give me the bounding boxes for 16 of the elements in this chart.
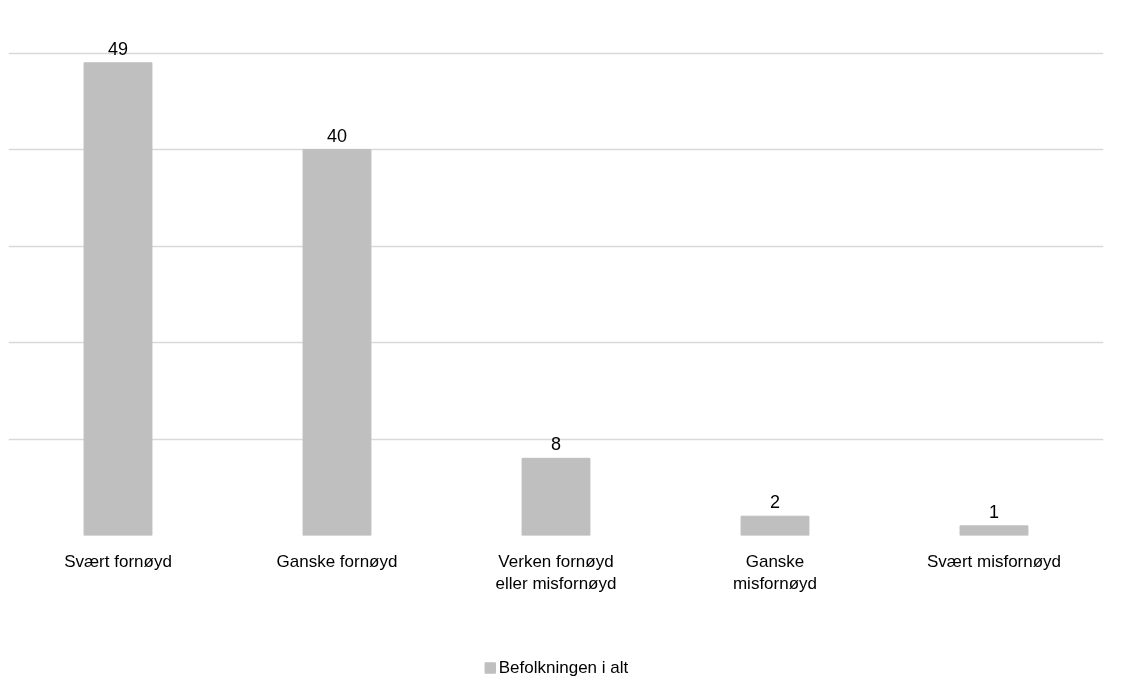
bar: [959, 525, 1029, 536]
data-label: 8: [550, 434, 562, 455]
bar: [83, 62, 153, 536]
bar: [740, 515, 810, 536]
data-label: 40: [326, 125, 348, 146]
data-label: 49: [107, 38, 129, 59]
legend-label: Befolkningen i alt: [498, 657, 629, 678]
bar: [302, 149, 372, 536]
x-tick-label: Svært fornøyd: [64, 551, 172, 571]
bar: [521, 457, 591, 536]
x-tick-label: Ganske misfornøyd: [732, 551, 818, 594]
x-tick-label: Verken fornøyd eller misfornøyd: [495, 551, 617, 594]
x-tick-label: Ganske fornøyd: [276, 551, 398, 571]
data-label: 2: [769, 492, 781, 513]
data-label: 1: [988, 501, 1000, 522]
x-tick-label: Svært misfornøyd: [926, 551, 1062, 571]
